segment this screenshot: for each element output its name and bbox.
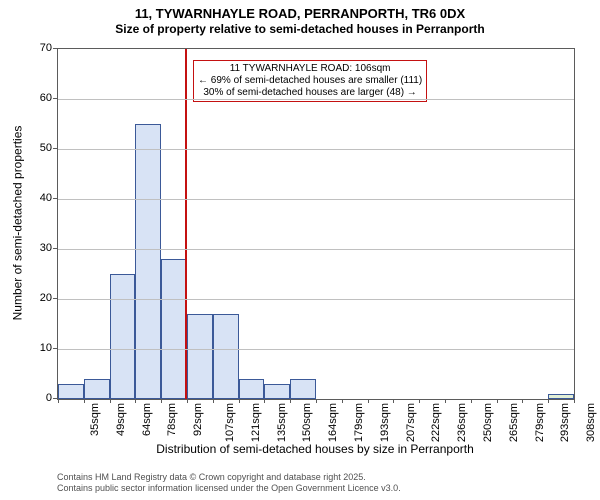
histogram-bar [110, 274, 136, 399]
plot-area: 11 TYWARNHAYLE ROAD: 106sqm ← 69% of sem… [57, 48, 575, 400]
x-tick-mark [574, 399, 575, 403]
histogram-bar [548, 394, 574, 399]
histogram-bar [239, 379, 265, 399]
bars-container [58, 49, 574, 399]
x-tick: 121sqm [250, 403, 262, 442]
gridline [58, 249, 574, 250]
x-tick: 250sqm [482, 403, 494, 442]
x-tick-mark [264, 399, 265, 403]
x-tick-mark [58, 399, 59, 403]
y-tick: 30 [22, 242, 52, 254]
x-tick: 279sqm [534, 403, 546, 442]
histogram-bar [290, 379, 316, 399]
x-tick: 308sqm [585, 403, 597, 442]
x-tick-mark [239, 399, 240, 403]
x-tick-mark [342, 399, 343, 403]
y-tick: 10 [22, 342, 52, 354]
x-tick-mark [368, 399, 369, 403]
x-tick: 49sqm [115, 403, 127, 436]
x-tick: 135sqm [276, 403, 288, 442]
x-tick-mark [110, 399, 111, 403]
x-tick-mark [290, 399, 291, 403]
gridline [58, 349, 574, 350]
annotation-line-1: 11 TYWARNHAYLE ROAD: 106sqm [198, 63, 422, 75]
chart-title-main: 11, TYWARNHAYLE ROAD, PERRANPORTH, TR6 0… [0, 6, 600, 21]
chart-title-sub: Size of property relative to semi-detach… [0, 22, 600, 36]
property-size-chart: 11, TYWARNHAYLE ROAD, PERRANPORTH, TR6 0… [0, 0, 600, 500]
footer-line-1: Contains HM Land Registry data © Crown c… [57, 472, 401, 483]
x-tick-mark [445, 399, 446, 403]
footer-line-2: Contains public sector information licen… [57, 483, 401, 494]
x-tick: 92sqm [192, 403, 204, 436]
x-tick-mark [187, 399, 188, 403]
x-tick: 107sqm [224, 403, 236, 442]
gridline [58, 199, 574, 200]
x-tick-mark [497, 399, 498, 403]
histogram-bar [213, 314, 239, 399]
x-tick-mark [393, 399, 394, 403]
histogram-bar [58, 384, 84, 399]
x-tick-mark [548, 399, 549, 403]
x-tick: 293sqm [560, 403, 572, 442]
x-tick: 222sqm [431, 403, 443, 442]
x-tick: 150sqm [302, 403, 314, 442]
annotation-line-3: 30% of semi-detached houses are larger (… [198, 87, 422, 99]
x-tick-mark [316, 399, 317, 403]
x-tick: 207sqm [405, 403, 417, 442]
annotation-box: 11 TYWARNHAYLE ROAD: 106sqm ← 69% of sem… [193, 60, 427, 102]
x-tick-mark [135, 399, 136, 403]
x-tick-mark [84, 399, 85, 403]
x-tick-mark [471, 399, 472, 403]
y-tick: 0 [22, 392, 52, 404]
x-tick: 193sqm [379, 403, 391, 442]
histogram-bar [84, 379, 110, 399]
x-tick: 78sqm [166, 403, 178, 436]
y-tick: 20 [22, 292, 52, 304]
y-tick: 60 [22, 92, 52, 104]
x-tick: 265sqm [508, 403, 520, 442]
gridline [58, 299, 574, 300]
annotation-line-2: ← 69% of semi-detached houses are smalle… [198, 75, 422, 87]
y-tick: 70 [22, 42, 52, 54]
x-tick-mark [161, 399, 162, 403]
x-tick-mark [419, 399, 420, 403]
y-tick: 40 [22, 192, 52, 204]
y-tick: 50 [22, 142, 52, 154]
x-tick: 236sqm [456, 403, 468, 442]
x-tick: 179sqm [353, 403, 365, 442]
x-tick: 164sqm [327, 403, 339, 442]
x-tick-mark [213, 399, 214, 403]
histogram-bar [187, 314, 213, 399]
gridline [58, 149, 574, 150]
x-axis-label: Distribution of semi-detached houses by … [57, 442, 573, 456]
histogram-bar [135, 124, 161, 399]
histogram-bar [161, 259, 187, 399]
footer-attribution: Contains HM Land Registry data © Crown c… [57, 472, 401, 494]
histogram-bar [264, 384, 290, 399]
reference-line [185, 49, 187, 399]
x-tick: 64sqm [141, 403, 153, 436]
gridline [58, 99, 574, 100]
x-tick-mark [522, 399, 523, 403]
x-tick: 35sqm [89, 403, 101, 436]
